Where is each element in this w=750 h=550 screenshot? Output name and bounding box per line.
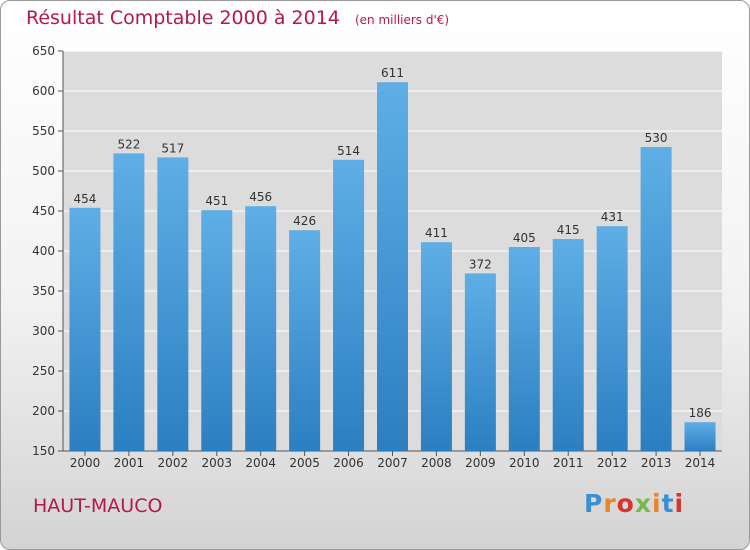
bar-2000[interactable] xyxy=(69,207,101,451)
bar-2002[interactable] xyxy=(157,157,189,451)
x-tick-label: 2007 xyxy=(377,456,408,470)
y-tick-label: 350 xyxy=(32,284,55,298)
title-row: Résultat Comptable 2000 à 2014 (en milli… xyxy=(26,7,449,29)
bar-2004[interactable] xyxy=(245,206,277,451)
bar-2012[interactable] xyxy=(596,226,628,451)
bar-2013[interactable] xyxy=(640,147,672,451)
data-label-2001: 522 xyxy=(117,137,140,151)
bar-2009[interactable] xyxy=(464,273,496,451)
logo-letter: r xyxy=(603,489,617,518)
data-label-2013: 530 xyxy=(645,131,668,145)
logo-letter: x xyxy=(634,489,652,518)
bar-2006[interactable] xyxy=(333,159,365,452)
x-tick-label: 2008 xyxy=(421,456,452,470)
data-label-2012: 431 xyxy=(601,210,624,224)
commune-name: HAUT-MAUCO xyxy=(33,495,163,517)
x-tick-label: 2006 xyxy=(333,456,364,470)
data-label-2010: 405 xyxy=(513,231,536,245)
logo-letter: o xyxy=(616,489,635,518)
y-tick-label: 200 xyxy=(32,404,55,418)
logo-letter: i xyxy=(674,489,685,518)
data-label-2008: 411 xyxy=(425,226,448,240)
data-label-2003: 451 xyxy=(205,194,228,208)
y-tick-label: 500 xyxy=(32,164,55,178)
bar-2007[interactable] xyxy=(377,82,408,451)
bar-2003[interactable] xyxy=(201,210,233,451)
y-tick-label: 300 xyxy=(32,324,55,338)
x-tick-label: 2000 xyxy=(70,456,101,470)
y-tick-label: 600 xyxy=(32,84,55,98)
x-tick-label: 2012 xyxy=(597,456,628,470)
x-tick-label: 2009 xyxy=(465,456,496,470)
x-tick-label: 2002 xyxy=(158,456,189,470)
logo-letter: t xyxy=(661,489,675,518)
chart-subtitle: (en milliers d'€) xyxy=(354,13,450,27)
x-tick-label: 2004 xyxy=(245,456,276,470)
data-label-2009: 372 xyxy=(469,257,492,271)
bar-2008[interactable] xyxy=(420,242,452,451)
logo-letter: P xyxy=(584,489,604,518)
bar-2005[interactable] xyxy=(289,230,321,451)
data-label-2002: 517 xyxy=(161,141,184,155)
data-label-2004: 456 xyxy=(249,190,272,204)
x-tick-label: 2011 xyxy=(553,456,584,470)
bar-2014[interactable] xyxy=(684,422,716,451)
data-labels: 454 522 517 451 456 426 514 611 411 372 405 415 431 5… xyxy=(74,66,712,420)
y-tick-label: 250 xyxy=(32,364,55,378)
y-tick-label: 400 xyxy=(32,244,55,258)
data-label-2007: 611 xyxy=(381,66,404,80)
bar-2011[interactable] xyxy=(552,239,584,451)
x-tick-label: 2014 xyxy=(685,456,716,470)
y-tick-label: 450 xyxy=(32,204,55,218)
bars xyxy=(69,82,716,452)
data-label-2006: 514 xyxy=(337,144,360,158)
chart-title: Résultat Comptable 2000 à 2014 xyxy=(26,7,340,29)
data-label-2005: 426 xyxy=(293,214,316,228)
x-tick-label: 2005 xyxy=(289,456,320,470)
x-tick-label: 2010 xyxy=(509,456,540,470)
data-label-2014: 186 xyxy=(689,406,712,420)
data-label-2011: 415 xyxy=(557,223,580,237)
x-tick-label: 2003 xyxy=(201,456,232,470)
y-tick-label: 550 xyxy=(32,124,55,138)
bar-2001[interactable] xyxy=(113,153,145,451)
y-tick-label: 150 xyxy=(32,444,55,458)
x-tick-label: 2001 xyxy=(114,456,145,470)
x-tick-label: 2013 xyxy=(641,456,672,470)
proxiti-logo[interactable]: Proxiti xyxy=(584,489,684,518)
data-label-2000: 454 xyxy=(74,192,97,206)
bar-2010[interactable] xyxy=(508,247,540,451)
axes: 150 200 250 300 350 400 450 500 550 600 650 2000 200… xyxy=(32,44,722,470)
y-tick-label: 650 xyxy=(32,44,55,58)
logo-letter: i xyxy=(652,489,662,518)
